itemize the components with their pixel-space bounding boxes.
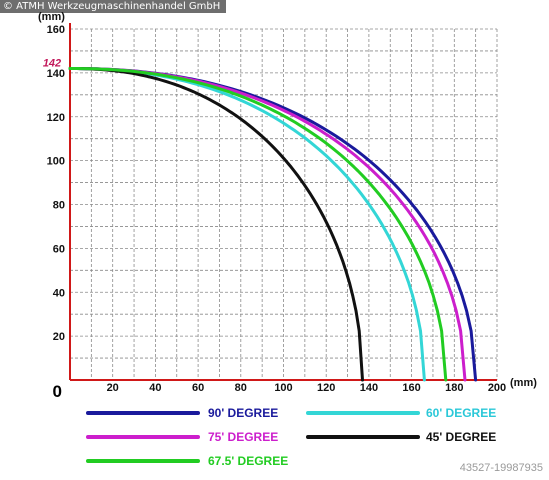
- x-tick-label: 20: [107, 382, 119, 394]
- x-tick-label: 60: [192, 382, 204, 394]
- ticks-layer: 0 20 40 60 80 100 120 140 160 180 200 20 40 60 80 100 12…: [38, 11, 537, 401]
- legend-label: 60' DEGREE: [426, 406, 496, 420]
- y-tick-label: 60: [53, 243, 65, 255]
- x-tick-label: 140: [360, 382, 378, 394]
- y-tick-label: 100: [47, 156, 65, 168]
- legend-label: 75' DEGREE: [208, 430, 278, 444]
- x-tick-label: 120: [317, 382, 335, 394]
- x-tick-label: 180: [445, 382, 463, 394]
- series-layer: [68, 67, 478, 382]
- x-axis-label: (mm): [510, 377, 537, 389]
- legend-label: 67.5' DEGREE: [208, 454, 288, 468]
- chart-legend: 90' DEGREE 60' DEGREE 75' DEGREE 45' DEGREE…: [86, 406, 496, 468]
- grid-layer: [70, 28, 498, 380]
- image-id-label: 43527-19987935: [459, 462, 543, 474]
- x-tick-label: 160: [402, 382, 420, 394]
- x-tick-label: 200: [488, 382, 506, 394]
- legend-label: 90' DEGREE: [208, 406, 278, 420]
- series-line: [68, 67, 364, 382]
- watermark-banner: © ATMH Werkzeugmaschinenhandel GmbH: [0, 0, 227, 13]
- legend-label: 45' DEGREE: [426, 430, 496, 444]
- series-line: [68, 67, 426, 382]
- x-tick-label: 80: [235, 382, 247, 394]
- series-line: [68, 67, 448, 382]
- peak-annotation: 142: [43, 57, 61, 69]
- y-tick-label: 80: [53, 200, 65, 212]
- x-tick-label: 40: [149, 382, 161, 394]
- y-tick-label: 120: [47, 112, 65, 124]
- y-tick-label: 160: [47, 24, 65, 36]
- x-tick-label: 0: [53, 382, 62, 401]
- y-axis-label: (mm): [38, 11, 65, 23]
- y-tick-label: 20: [53, 331, 65, 343]
- x-tick-label: 100: [274, 382, 292, 394]
- y-tick-label: 140: [47, 68, 65, 80]
- y-tick-label: 40: [53, 287, 65, 299]
